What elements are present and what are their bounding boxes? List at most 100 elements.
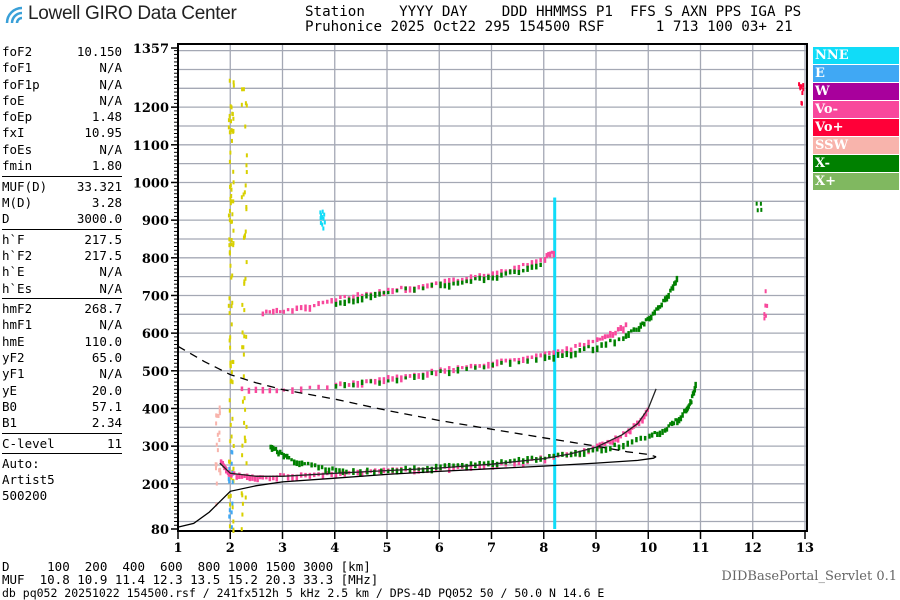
param-row: B0 57.1 <box>2 399 122 415</box>
echo-point <box>231 480 234 485</box>
echo-point <box>321 209 324 214</box>
echo-point <box>245 424 248 429</box>
legend-item-e: E <box>813 65 899 82</box>
param-row: M(D) 3.28 <box>2 195 122 211</box>
echo-point <box>639 435 643 441</box>
echo-point <box>692 390 696 396</box>
echo-point <box>230 434 233 439</box>
param-name: hmF1 <box>2 317 33 333</box>
echo-point <box>282 453 285 460</box>
echo-point <box>248 475 252 482</box>
echo-point <box>230 242 233 247</box>
echo-point <box>500 269 503 273</box>
echo-point <box>245 473 249 481</box>
echo-point <box>231 380 234 385</box>
param-name: MUF(D) <box>2 178 48 194</box>
echo-point <box>232 80 235 85</box>
echo-point <box>513 461 516 467</box>
echo-point <box>604 446 608 453</box>
echo-point <box>304 304 307 312</box>
echo-point <box>646 316 650 321</box>
echo-point <box>613 339 616 347</box>
echo-point <box>413 286 416 293</box>
echo-point <box>543 457 547 464</box>
param-value: 1.80 <box>91 158 122 174</box>
echo-point <box>326 299 329 304</box>
echo-point <box>543 256 547 263</box>
echo-point <box>660 302 663 308</box>
echo-point <box>218 411 221 416</box>
echo-point <box>241 302 244 307</box>
echo-point <box>609 446 612 452</box>
echo-point <box>474 277 477 281</box>
echo-point <box>539 257 542 263</box>
param-value: 217.5 <box>84 231 122 247</box>
echo-point <box>469 363 473 369</box>
echo-point <box>277 451 280 457</box>
echo-point <box>306 461 310 466</box>
echo-point <box>241 345 244 350</box>
echo-point <box>229 335 232 340</box>
y-tick-label: 600 <box>142 327 169 342</box>
echo-point <box>378 377 381 384</box>
echo-point <box>759 201 762 206</box>
echo-point <box>622 326 625 334</box>
echo-point <box>286 308 290 312</box>
y-tick-label: 400 <box>142 402 169 417</box>
echo-point <box>228 113 231 118</box>
x-tick-label: 11 <box>691 541 709 556</box>
echo-point <box>500 360 503 365</box>
echo-point <box>404 376 407 380</box>
echo-point <box>230 304 233 309</box>
echo-point <box>321 472 325 479</box>
echo-point <box>643 321 646 327</box>
echo-point <box>550 250 554 254</box>
echo-point <box>443 463 447 468</box>
echo-point <box>637 420 641 427</box>
echo-point <box>766 303 769 308</box>
y-tick-label: 1000 <box>133 176 169 191</box>
echo-point <box>247 387 251 394</box>
y-tick-label: 80 <box>151 523 169 538</box>
echo-point <box>317 384 320 390</box>
echo-point <box>469 279 473 284</box>
echo-point <box>556 349 560 354</box>
echo-point <box>487 460 490 467</box>
legend-item-ssw: SSW <box>813 137 899 154</box>
x-tick-label: 4 <box>330 541 339 556</box>
echo-point <box>681 412 684 418</box>
echo-point <box>617 337 621 342</box>
echo-point <box>447 466 451 474</box>
echo-point <box>627 331 630 338</box>
echo-point <box>613 442 616 448</box>
echo-point <box>251 474 254 481</box>
param-value: 57.1 <box>91 398 122 414</box>
echo-point <box>245 461 248 466</box>
param-value: 217.5 <box>84 247 122 263</box>
logo-text: Lowell GIRO Data Center <box>28 3 237 24</box>
param-value: 65.0 <box>91 349 122 365</box>
echo-point <box>478 273 481 278</box>
param-row: yF1 N/A <box>2 366 122 382</box>
echo-point <box>235 473 238 480</box>
echo-point <box>244 276 247 281</box>
echo-point <box>216 432 219 437</box>
echo-point <box>461 277 464 282</box>
echo-point <box>694 381 697 389</box>
echo-point <box>619 325 623 332</box>
echo-point <box>232 466 235 471</box>
echo-point <box>569 451 573 458</box>
echo-point <box>677 417 681 424</box>
echo-point <box>232 443 235 448</box>
echo-point <box>521 356 525 363</box>
param-row: foEp 1.48 <box>2 109 122 125</box>
echo-point <box>228 524 231 529</box>
echo-point <box>287 455 291 460</box>
echo-point <box>330 298 333 304</box>
echo-point <box>430 466 434 474</box>
echo-point <box>413 373 416 380</box>
echo-point <box>268 387 272 394</box>
echo-point <box>465 366 468 372</box>
echo-point <box>230 187 233 192</box>
echo-point <box>321 215 324 220</box>
